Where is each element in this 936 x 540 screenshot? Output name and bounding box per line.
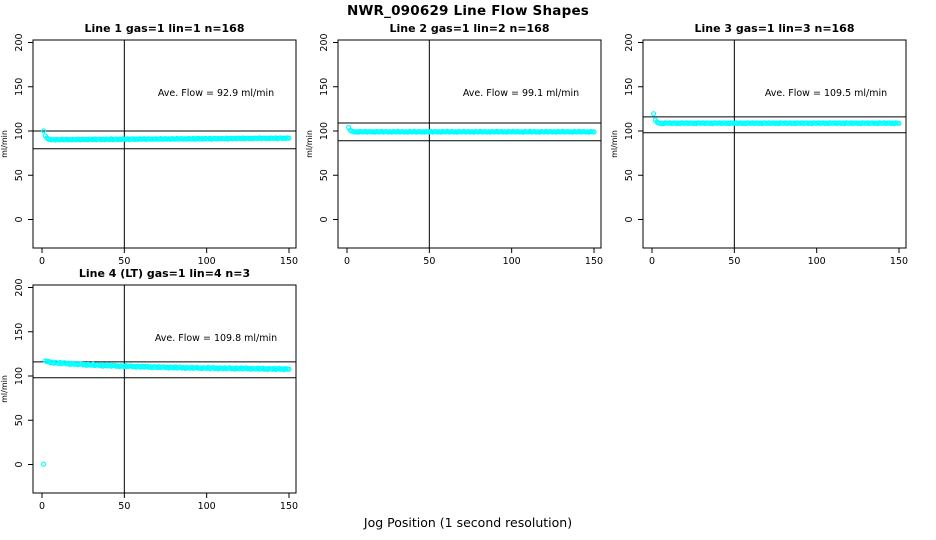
x-tick-label: 150 xyxy=(280,501,298,512)
y-tick-label: 200 xyxy=(14,278,25,296)
data-points xyxy=(346,124,597,135)
panel-title: Line 2 gas=1 lin=2 n=168 xyxy=(389,22,549,35)
x-axis: 0 50 100 150 xyxy=(649,248,908,267)
x-axis-label: Jog Position (1 second resolution) xyxy=(363,515,573,530)
y-tick-label: 50 xyxy=(14,169,25,181)
data-points xyxy=(40,358,292,467)
panel-2: Line 2 gas=1 lin=2 n=168 0 50 100 150 200 ml/m… xyxy=(305,22,603,267)
x-tick-label: 50 xyxy=(423,256,435,267)
y-tick-label: 0 xyxy=(319,216,330,222)
x-tick-label: 0 xyxy=(39,501,45,512)
ave-flow-annotation: Ave. Flow = 109.8 ml/min xyxy=(155,333,277,344)
plot-box xyxy=(32,284,297,494)
x-tick-label: 0 xyxy=(39,256,45,267)
data-points xyxy=(650,111,902,127)
x-axis: 0 50 100 150 xyxy=(39,493,298,512)
ave-flow-annotation: Ave. Flow = 99.1 ml/min xyxy=(463,88,579,99)
x-tick-label: 150 xyxy=(890,256,908,267)
y-tick-label: 200 xyxy=(624,33,635,51)
panel-title: Line 4 (LT) gas=1 lin=4 n=3 xyxy=(79,267,250,280)
y-axis-title: ml/min xyxy=(0,375,9,403)
plot-box xyxy=(337,39,602,249)
ave-flow-annotation: Ave. Flow = 92.9 ml/min xyxy=(158,88,274,99)
y-axis-title: ml/min xyxy=(305,130,314,158)
y-tick-label: 0 xyxy=(14,216,25,222)
x-tick-label: 50 xyxy=(728,256,740,267)
x-tick-label: 100 xyxy=(198,501,216,512)
data-points xyxy=(40,128,292,143)
y-axis: 0 50 100 150 200 ml/min xyxy=(0,33,33,223)
y-axis: 0 50 100 150 200 ml/min xyxy=(610,33,643,223)
y-tick-label: 150 xyxy=(14,323,25,341)
plot-box xyxy=(32,39,297,249)
figure-title: NWR_090629 Line Flow Shapes xyxy=(346,3,590,19)
y-tick-label: 0 xyxy=(14,461,25,467)
x-tick-label: 100 xyxy=(198,256,216,267)
x-tick-label: 100 xyxy=(503,256,521,267)
x-tick-label: 0 xyxy=(649,256,655,267)
panel-title: Line 3 gas=1 lin=3 n=168 xyxy=(694,22,854,35)
panel-4: Line 4 (LT) gas=1 lin=4 n=3 0 50 100 150 200 m… xyxy=(0,267,298,512)
x-tick-label: 150 xyxy=(280,256,298,267)
y-tick-label: 100 xyxy=(319,122,330,140)
y-axis: 0 50 100 150 200 ml/min xyxy=(0,278,33,468)
y-tick-label: 100 xyxy=(14,122,25,140)
y-tick-label: 200 xyxy=(319,33,330,51)
x-axis: 0 50 100 150 xyxy=(344,248,603,267)
x-axis: 0 50 100 150 xyxy=(39,248,298,267)
y-axis-title: ml/min xyxy=(0,130,9,158)
y-axis-title: ml/min xyxy=(610,130,619,158)
x-tick-label: 0 xyxy=(344,256,350,267)
y-tick-label: 100 xyxy=(624,122,635,140)
y-tick-label: 50 xyxy=(624,169,635,181)
x-tick-label: 100 xyxy=(808,256,826,267)
y-tick-label: 150 xyxy=(624,78,635,96)
y-tick-label: 150 xyxy=(319,78,330,96)
x-tick-label: 150 xyxy=(585,256,603,267)
x-tick-label: 50 xyxy=(118,501,130,512)
y-axis: 0 50 100 150 200 ml/min xyxy=(305,33,338,223)
y-tick-label: 0 xyxy=(624,216,635,222)
y-tick-label: 50 xyxy=(14,414,25,426)
x-tick-label: 50 xyxy=(118,256,130,267)
panel-title: Line 1 gas=1 lin=1 n=168 xyxy=(84,22,244,35)
panel-3: Line 3 gas=1 lin=3 n=168 0 50 100 150 200 ml/m… xyxy=(610,22,908,267)
ave-flow-annotation: Ave. Flow = 109.5 ml/min xyxy=(765,88,887,99)
y-tick-label: 200 xyxy=(14,33,25,51)
y-tick-label: 150 xyxy=(14,78,25,96)
plot-box xyxy=(642,39,907,249)
y-tick-label: 100 xyxy=(14,367,25,385)
y-tick-label: 50 xyxy=(319,169,330,181)
panel-1: Line 1 gas=1 lin=1 n=168 0 50 100 150 200 ml/m… xyxy=(0,22,298,267)
